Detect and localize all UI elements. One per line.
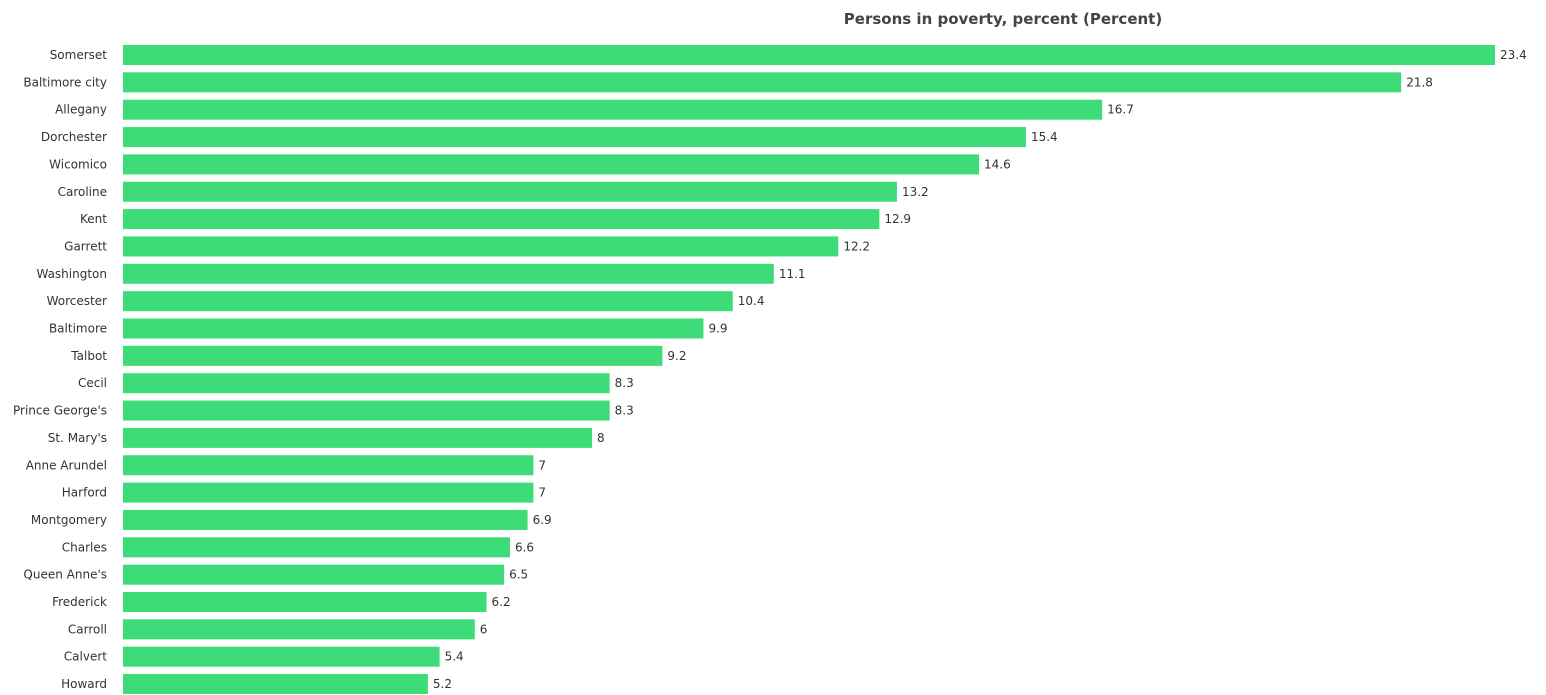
value-label: 6.2 xyxy=(492,595,511,609)
bar[interactable] xyxy=(123,564,505,585)
category-label: Carroll xyxy=(68,622,107,636)
category-label: Talbot xyxy=(70,349,107,363)
bar[interactable] xyxy=(123,181,897,202)
bar[interactable] xyxy=(123,345,663,366)
value-label: 10.4 xyxy=(738,294,765,308)
category-label: Somerset xyxy=(50,48,108,62)
category-label: Charles xyxy=(62,540,107,554)
bar[interactable] xyxy=(123,99,1103,120)
value-label: 6 xyxy=(480,622,488,636)
bar[interactable] xyxy=(123,209,880,230)
category-label: Howard xyxy=(61,677,107,691)
category-label: Garrett xyxy=(64,239,107,253)
category-label: Cecil xyxy=(78,376,107,390)
category-label: Caroline xyxy=(58,185,107,199)
value-label: 21.8 xyxy=(1406,75,1433,89)
category-label: Anne Arundel xyxy=(26,458,107,472)
bar[interactable] xyxy=(123,400,610,421)
category-label: Worcester xyxy=(47,294,107,308)
category-label: Allegany xyxy=(55,103,107,117)
value-label: 6.6 xyxy=(515,540,534,554)
bar[interactable] xyxy=(123,318,704,339)
bar[interactable] xyxy=(123,592,487,612)
category-label: Baltimore city xyxy=(23,75,107,89)
category-label: Wicomico xyxy=(49,157,107,171)
value-label: 15.4 xyxy=(1031,130,1058,144)
category-label: Queen Anne's xyxy=(23,568,107,582)
bar[interactable] xyxy=(123,263,774,284)
bar[interactable] xyxy=(123,427,593,448)
category-label: Washington xyxy=(36,267,107,281)
bar[interactable] xyxy=(123,373,610,394)
value-label: 7 xyxy=(538,486,546,500)
value-label: 8.3 xyxy=(615,404,634,418)
category-label: Kent xyxy=(80,212,107,226)
bar[interactable] xyxy=(123,537,510,558)
category-label: Frederick xyxy=(52,595,107,609)
value-label: 13.2 xyxy=(902,185,929,199)
value-label: 5.2 xyxy=(433,677,452,691)
category-label: Montgomery xyxy=(31,513,107,527)
value-label: 9.9 xyxy=(708,322,727,336)
bar[interactable] xyxy=(123,646,440,667)
bar[interactable] xyxy=(123,482,534,503)
value-label: 8.3 xyxy=(615,376,634,390)
bar[interactable] xyxy=(123,455,534,476)
value-label: 16.7 xyxy=(1107,103,1134,117)
value-label: 9.2 xyxy=(667,349,686,363)
category-label: St. Mary's xyxy=(48,431,107,445)
category-label: Calvert xyxy=(64,650,107,664)
bar[interactable] xyxy=(123,236,839,257)
bars-group: Somerset 23.4 Baltimore city 21.8 Allegany 16… xyxy=(13,45,1527,695)
bar[interactable] xyxy=(123,619,475,640)
category-label: Prince George's xyxy=(13,404,107,418)
category-label: Baltimore xyxy=(49,322,107,336)
value-label: 6.9 xyxy=(533,513,552,527)
bar[interactable] xyxy=(123,72,1402,93)
bar[interactable] xyxy=(123,509,528,530)
category-label: Dorchester xyxy=(41,130,107,144)
category-label: Harford xyxy=(62,486,107,500)
bar[interactable] xyxy=(123,45,1495,65)
chart-title: Persons in poverty, percent (Percent) xyxy=(844,10,1162,28)
value-label: 5.4 xyxy=(445,650,464,664)
bar[interactable] xyxy=(123,154,980,175)
value-label: 14.6 xyxy=(984,157,1011,171)
bar[interactable] xyxy=(123,674,428,695)
bar[interactable] xyxy=(123,291,733,312)
value-label: 7 xyxy=(538,458,546,472)
bar[interactable] xyxy=(123,127,1026,148)
value-label: 23.4 xyxy=(1500,48,1527,62)
value-label: 6.5 xyxy=(509,568,528,582)
value-label: 12.9 xyxy=(884,212,911,226)
value-label: 11.1 xyxy=(779,267,806,281)
value-label: 8 xyxy=(597,431,605,445)
value-label: 12.2 xyxy=(843,239,870,253)
